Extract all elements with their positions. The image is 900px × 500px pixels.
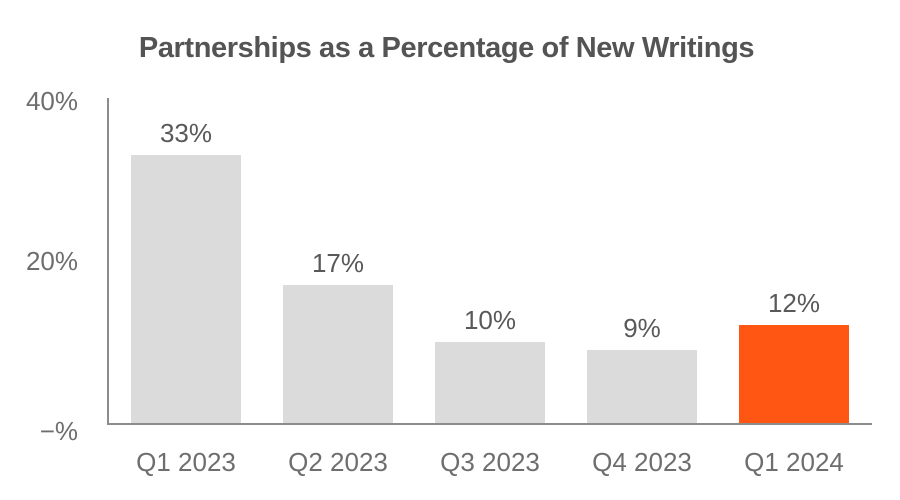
y-tick-label-zero: −% [39,416,78,446]
chart-title: Partnerships as a Percentage of New Writ… [138,32,755,64]
y-axis-line [107,98,109,425]
bar-q3-2023 [435,342,545,423]
x-tick-label-q1-2023: Q1 2023 [136,447,236,477]
y-tick-label-20: 20% [25,246,78,276]
bar-q2-2023 [283,285,393,423]
bar-q4-2023 [587,350,697,423]
x-tick-label-q4-2023: Q4 2023 [592,447,692,477]
y-tick-label-40: 40% [25,86,78,116]
x-axis-line [107,423,872,425]
bar-value-label-q1-2024: 12% [767,288,821,318]
bar-q1-2024 [739,325,849,423]
bar-value-label-q4-2023: 9% [623,313,661,343]
bar-value-label-q3-2023: 10% [463,305,517,335]
x-tick-label-q1-2024: Q1 2024 [744,447,844,477]
bar-value-label-q1-2023: 33% [159,118,213,148]
x-tick-label-q2-2023: Q2 2023 [288,447,388,477]
bar-value-label-q2-2023: 17% [311,248,365,278]
x-tick-label-q3-2023: Q3 2023 [440,447,540,477]
bar-q1-2023 [131,155,241,423]
